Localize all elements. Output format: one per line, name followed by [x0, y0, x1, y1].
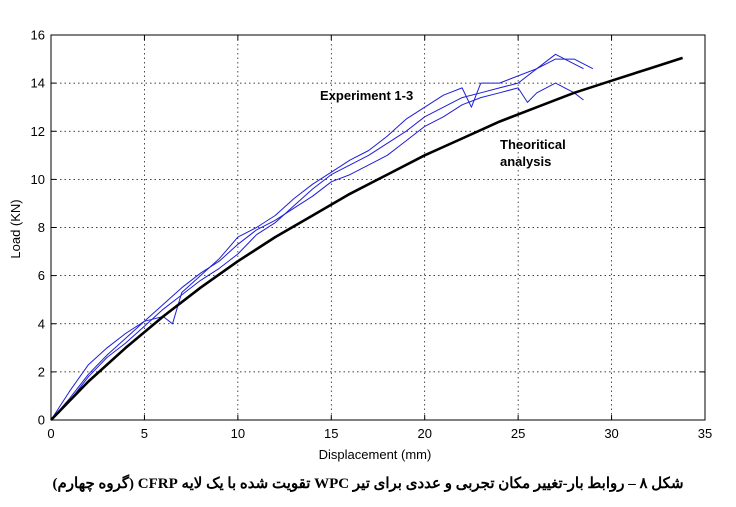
- x-tick-label: 30: [604, 426, 618, 441]
- axis-ticks: 0 5 10 15 20 25 30 35 0 2 4 6 8 10 12 14 16: [31, 28, 713, 442]
- x-tick-label: 35: [698, 426, 712, 441]
- y-tick-label: 4: [38, 316, 45, 331]
- figure-caption: شکل ۸ – روابط بار-تغییر مکان تجربی و عدد…: [52, 476, 684, 492]
- y-tick-label: 0: [38, 413, 45, 428]
- grid-lines: [51, 35, 705, 420]
- experiment-series-line-2: [50, 53, 584, 421]
- y-tick-label: 8: [38, 220, 45, 235]
- theory-annotation-line1: Theoritical: [500, 137, 566, 152]
- y-tick-label: 10: [31, 172, 45, 187]
- x-tick-label: 20: [417, 426, 431, 441]
- load-displacement-chart: 0 5 10 15 20 25 30 35 0 2 4 6 8 10 12 14 16 Displacement…: [8, 28, 713, 463]
- y-tick-label: 12: [31, 124, 45, 139]
- theory-annotation-line2: analysis: [500, 154, 551, 169]
- x-tick-label: 10: [231, 426, 245, 441]
- experiment-series-line-1: [50, 58, 594, 421]
- theory-series-line: [50, 56, 683, 421]
- x-tick-label: 0: [47, 426, 54, 441]
- experiment-annotation: Experiment 1-3: [320, 88, 413, 103]
- y-tick-label: 16: [31, 28, 45, 43]
- y-tick-label: 2: [38, 364, 45, 379]
- x-tick-label: 5: [141, 426, 148, 441]
- y-tick-label: 6: [38, 268, 45, 283]
- experiment-series-line-3: [50, 82, 584, 421]
- y-tick-label: 14: [31, 76, 45, 91]
- y-axis-title: Load (KN): [8, 199, 23, 258]
- series-group: [50, 53, 683, 421]
- x-tick-label: 15: [324, 426, 338, 441]
- x-axis-title: Displacement (mm): [319, 447, 432, 462]
- x-tick-label: 25: [511, 426, 525, 441]
